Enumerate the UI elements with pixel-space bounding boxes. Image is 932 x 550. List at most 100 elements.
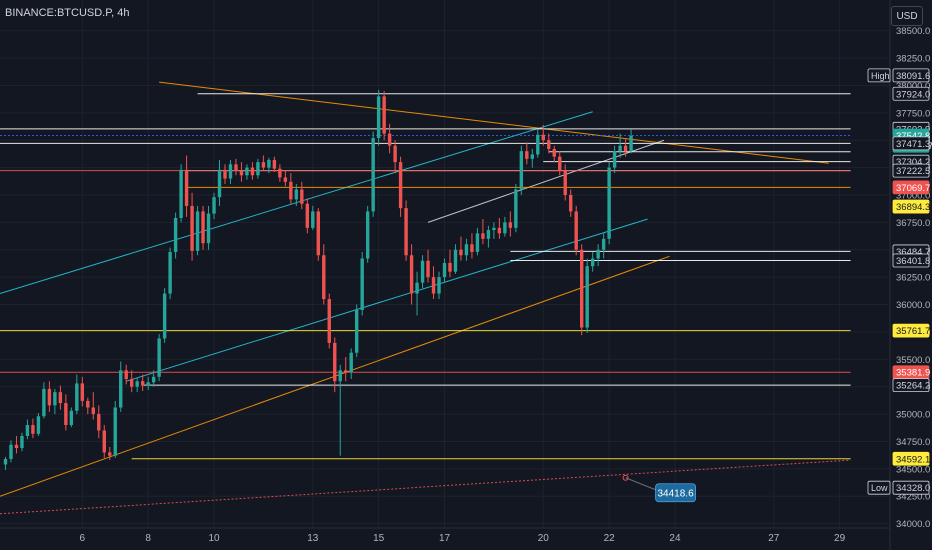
candle-body bbox=[162, 293, 167, 339]
price-label-text: 37222.5 bbox=[896, 166, 930, 177]
price-label-text: 36894.3 bbox=[896, 202, 930, 213]
callout-box bbox=[655, 483, 696, 503]
candle-body bbox=[64, 403, 68, 426]
candle-body bbox=[261, 162, 266, 168]
candle-body bbox=[525, 151, 529, 159]
candle-body bbox=[223, 169, 227, 179]
candle-body bbox=[536, 134, 540, 155]
price-label-box bbox=[892, 199, 930, 214]
candle-body bbox=[250, 167, 255, 176]
y-tick-label: 34500.0 bbox=[896, 464, 930, 475]
extreme-tag-text: Low bbox=[871, 483, 888, 493]
candle-body bbox=[289, 181, 293, 200]
extreme-tag-box bbox=[867, 68, 891, 83]
candle-body bbox=[190, 205, 194, 251]
time-axis[interactable]: 6 8 10 13 15 17 20 22 24 27 29 bbox=[0, 527, 890, 544]
price-label-text: 36484.7 bbox=[896, 247, 930, 258]
candle-body bbox=[486, 230, 491, 239]
candle-body bbox=[14, 444, 19, 449]
price-label-box bbox=[892, 378, 930, 393]
candle-body bbox=[530, 154, 535, 159]
x-tick-label: 22 bbox=[604, 533, 616, 544]
y-tick-label: 34250.0 bbox=[896, 492, 930, 503]
extreme-tag-text: High bbox=[871, 71, 890, 81]
candle-body bbox=[130, 379, 134, 387]
price-label-box bbox=[892, 480, 930, 495]
x-tick-label: 15 bbox=[373, 533, 385, 544]
candle-body bbox=[294, 189, 299, 200]
price-labels: 38091.637924.037603.937542.801:36:473747… bbox=[867, 68, 932, 495]
candle-body bbox=[360, 258, 364, 311]
candle-body bbox=[426, 260, 430, 278]
price-label-box bbox=[892, 136, 930, 151]
candle-body bbox=[316, 211, 320, 256]
candle-body bbox=[585, 266, 589, 328]
candle-body bbox=[371, 138, 375, 212]
candle-body bbox=[464, 244, 469, 256]
candle-body bbox=[47, 388, 52, 406]
candle-body bbox=[151, 376, 156, 383]
price-label-text: 35761.7 bbox=[896, 326, 930, 337]
candle-body bbox=[195, 211, 200, 251]
candle-body bbox=[91, 407, 95, 415]
y-tick-label: 35000.0 bbox=[896, 410, 930, 421]
currency-button[interactable]: USD bbox=[891, 6, 923, 26]
candle-body bbox=[119, 370, 123, 408]
candle-body bbox=[173, 217, 178, 252]
candle-body bbox=[393, 145, 397, 163]
candle-body bbox=[53, 392, 57, 406]
candle-body bbox=[365, 211, 370, 259]
price-axis[interactable]: 34000.034250.034500.034750.035000.035250… bbox=[889, 0, 932, 550]
x-tick-label: 27 bbox=[768, 533, 780, 544]
price-label-box bbox=[892, 451, 930, 466]
y-tick-label: 35500.0 bbox=[896, 355, 930, 366]
candle-body bbox=[547, 140, 551, 149]
candle-body bbox=[300, 189, 304, 204]
candle-body bbox=[563, 170, 567, 195]
x-tick-label: 29 bbox=[834, 533, 846, 544]
candle-body bbox=[607, 167, 611, 239]
candle-body bbox=[234, 164, 238, 171]
candle-body bbox=[80, 383, 85, 401]
y-tick-label: 38250.0 bbox=[896, 54, 930, 65]
candle-body bbox=[256, 162, 260, 176]
y-tick-label: 36750.0 bbox=[896, 218, 930, 229]
candle-body bbox=[97, 414, 101, 431]
price-label-box bbox=[892, 253, 930, 268]
price-label-text: 34328.0 bbox=[896, 483, 930, 494]
candle-body bbox=[267, 159, 271, 168]
candle-body bbox=[69, 410, 74, 426]
trend-line bbox=[159, 81, 829, 164]
candle-body bbox=[596, 249, 600, 259]
candle-body bbox=[338, 370, 342, 382]
candle-body bbox=[327, 299, 331, 343]
candle-body bbox=[305, 203, 310, 228]
candle-body bbox=[612, 151, 617, 168]
candle-body bbox=[354, 310, 359, 353]
candle-body bbox=[492, 227, 496, 231]
trend-line bbox=[126, 218, 648, 382]
price-label-text: 37069.7 bbox=[896, 183, 930, 194]
price-label-text: 37471.3 bbox=[896, 139, 930, 150]
candle-body bbox=[58, 392, 63, 404]
candle-body bbox=[590, 258, 595, 267]
candle-body bbox=[519, 151, 524, 190]
candle-body bbox=[42, 388, 46, 417]
y-tick-label: 37000.0 bbox=[896, 190, 930, 201]
candle-body bbox=[349, 352, 353, 373]
candle-body bbox=[245, 167, 249, 176]
price-label-text: 35381.9 bbox=[896, 368, 930, 379]
candle-body bbox=[239, 170, 244, 176]
candle-body bbox=[184, 169, 189, 206]
drawing-lines[interactable] bbox=[0, 81, 851, 515]
symbol-title[interactable]: BINANCE:BTCUSD.P, 4h bbox=[5, 7, 130, 19]
candle-body bbox=[135, 381, 139, 387]
y-tick-label: 34000.0 bbox=[896, 519, 930, 530]
candle-body bbox=[113, 407, 117, 456]
candle-body bbox=[404, 208, 408, 256]
candle-body bbox=[322, 255, 326, 300]
candle-body bbox=[36, 416, 41, 434]
candle-body bbox=[569, 194, 573, 212]
candle-body bbox=[481, 233, 485, 239]
